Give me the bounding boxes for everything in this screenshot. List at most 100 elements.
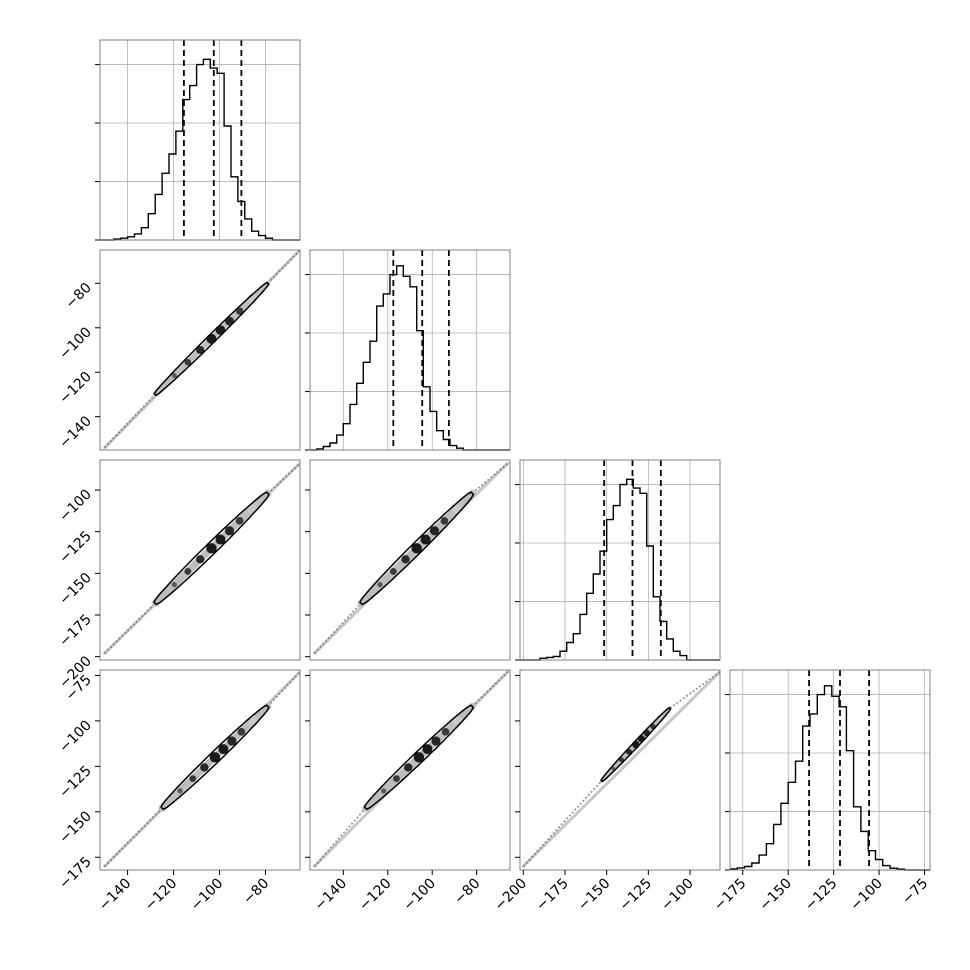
x-tick-label: −80 bbox=[451, 876, 483, 908]
panel-content bbox=[103, 461, 300, 655]
histogram-3 bbox=[730, 685, 930, 871]
axes-frame bbox=[309, 249, 511, 451]
panel-content bbox=[103, 250, 300, 450]
axes-frame bbox=[99, 249, 301, 451]
contour-outline bbox=[153, 281, 270, 397]
density-dot bbox=[206, 543, 217, 554]
density-dot bbox=[196, 345, 205, 355]
axes-frame bbox=[309, 459, 511, 661]
y-tick-label: −175 bbox=[56, 612, 95, 651]
y-tick-label: −120 bbox=[56, 369, 95, 408]
x-tick-label: −125 bbox=[617, 876, 656, 915]
density-dot bbox=[177, 788, 183, 794]
sample-tail bbox=[103, 807, 163, 867]
pair-panel-0-1 bbox=[95, 249, 301, 451]
density-dot bbox=[389, 568, 397, 575]
x-tick-label: −100 bbox=[188, 876, 227, 915]
density-dot bbox=[227, 736, 237, 746]
axes-frame bbox=[99, 39, 301, 241]
y-tick-label: −150 bbox=[56, 570, 95, 609]
y-tick-label: −100 bbox=[56, 487, 95, 526]
axes-frame bbox=[729, 669, 931, 871]
y-tick-label: −80 bbox=[63, 280, 95, 312]
density-dot bbox=[441, 728, 450, 736]
density-dot bbox=[452, 715, 463, 726]
histogram-2 bbox=[520, 478, 720, 661]
density-dot bbox=[632, 740, 640, 749]
density-dot bbox=[411, 543, 422, 554]
x-tick-label: −175 bbox=[711, 876, 750, 915]
x-tick-label: −100 bbox=[658, 876, 697, 915]
x-tick-label: −140 bbox=[96, 876, 135, 915]
x-tick-label: −120 bbox=[356, 876, 395, 915]
axes-frame bbox=[99, 669, 301, 871]
hist-panel-0 bbox=[95, 39, 301, 241]
x-tick-label: −80 bbox=[240, 876, 272, 908]
panel-content bbox=[521, 670, 720, 868]
density-dot bbox=[431, 736, 441, 746]
density-dot bbox=[377, 582, 383, 588]
density-dot bbox=[237, 728, 246, 736]
panel-content bbox=[103, 670, 300, 868]
density-dot bbox=[247, 503, 258, 514]
density-dot bbox=[422, 744, 433, 755]
contour-outline bbox=[153, 491, 270, 606]
x-tick-label: −150 bbox=[757, 876, 796, 915]
axes-frame bbox=[519, 459, 721, 661]
density-dot bbox=[184, 358, 192, 366]
histogram-0 bbox=[100, 58, 300, 241]
sample-tail bbox=[669, 671, 720, 709]
contour-outline bbox=[363, 704, 475, 811]
x-tick-label: −100 bbox=[847, 876, 886, 915]
y-tick-label: −100 bbox=[56, 324, 95, 363]
density-dot bbox=[235, 307, 244, 315]
x-tick-label: −75 bbox=[899, 876, 931, 908]
contour-outline bbox=[160, 704, 270, 811]
density-dot bbox=[401, 555, 410, 564]
density-dot bbox=[171, 582, 177, 588]
y-tick-label: −100 bbox=[56, 717, 95, 756]
axes-frame bbox=[99, 459, 301, 661]
pair-panel-1-3 bbox=[305, 669, 511, 871]
density-dot bbox=[209, 752, 221, 763]
density-dot bbox=[440, 517, 449, 525]
density-dot bbox=[420, 534, 431, 545]
density-dot bbox=[393, 775, 400, 783]
density-dot bbox=[413, 752, 425, 763]
density-dot bbox=[215, 325, 226, 335]
density-dot bbox=[215, 534, 226, 545]
x-tick-label: −100 bbox=[401, 876, 440, 915]
y-tick-label: −125 bbox=[56, 763, 95, 802]
sample-tail bbox=[103, 393, 156, 449]
density-dot bbox=[184, 568, 192, 575]
y-tick-label: −150 bbox=[56, 808, 95, 847]
pair-panel-0-2 bbox=[95, 459, 301, 661]
density-dot bbox=[619, 757, 624, 763]
density-dot bbox=[429, 526, 440, 536]
axes-frame bbox=[519, 669, 721, 871]
pair-panel-0-3 bbox=[95, 669, 301, 871]
sample-tail bbox=[313, 602, 362, 654]
density-dot bbox=[224, 526, 235, 536]
density-dot bbox=[171, 373, 177, 379]
density-dot bbox=[381, 788, 387, 794]
x-tick-label: −200 bbox=[492, 876, 531, 915]
contour-outline bbox=[600, 706, 672, 783]
panel-content bbox=[312, 670, 510, 868]
density-dot bbox=[200, 763, 209, 772]
hist-panel-2 bbox=[515, 459, 721, 661]
axes-frame bbox=[309, 669, 511, 871]
density-dot bbox=[248, 715, 259, 726]
density-dot bbox=[206, 333, 217, 344]
sample-tail bbox=[471, 671, 509, 708]
density-dot bbox=[404, 763, 413, 772]
sample-tail bbox=[267, 462, 300, 494]
density-dot bbox=[189, 775, 197, 783]
x-tick-label: −125 bbox=[802, 876, 841, 915]
y-tick-label: −125 bbox=[56, 528, 95, 567]
density-dot bbox=[611, 766, 616, 771]
contour-outline bbox=[359, 491, 475, 606]
pair-panel-1-2 bbox=[305, 459, 511, 661]
x-tick-label: −175 bbox=[533, 876, 572, 915]
